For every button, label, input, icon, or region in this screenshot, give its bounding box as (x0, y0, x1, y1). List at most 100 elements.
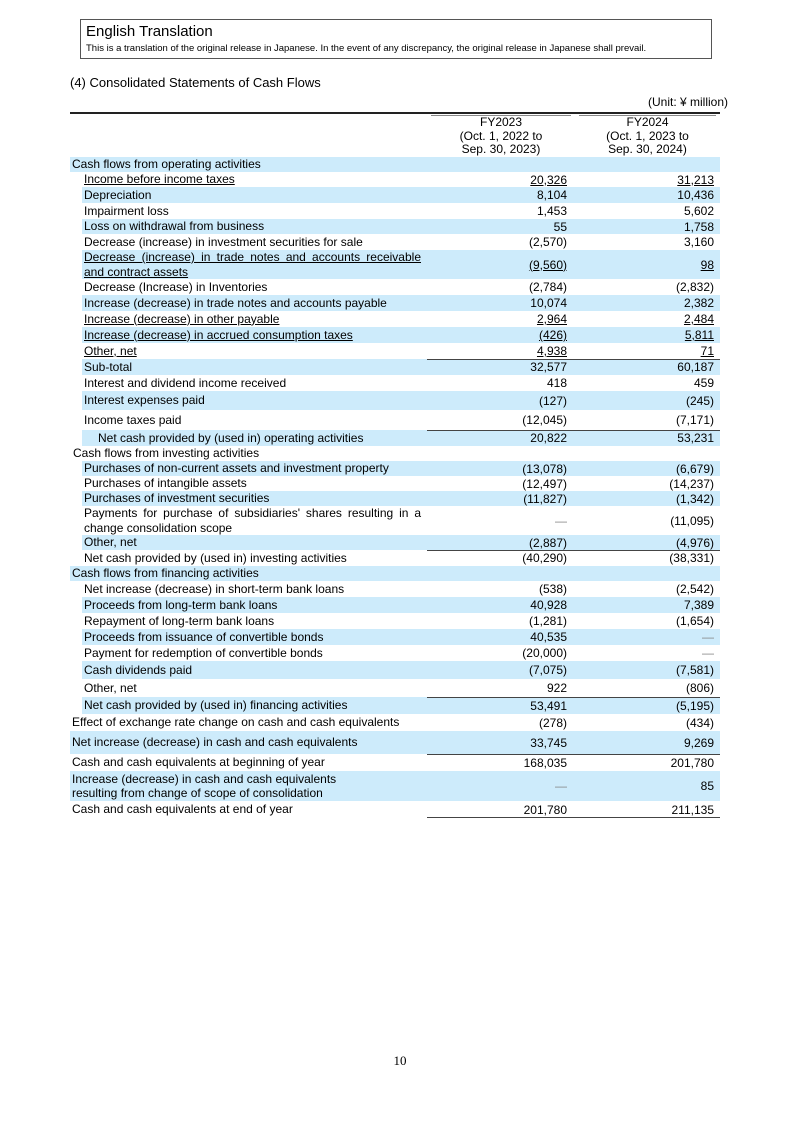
row-label: Cash dividends paid (70, 661, 427, 679)
value-fy2023: (20,000) (427, 645, 575, 661)
column-period-start: (Oct. 1, 2023 to (606, 128, 689, 143)
value-fy2023: (40,290) (427, 550, 575, 566)
value-fy2023: 33,745 (427, 731, 575, 754)
table-row: Net cash provided by (used in) financing… (70, 697, 720, 714)
value-text: 40,535 (530, 630, 567, 644)
value-fy2023: (9,560) (427, 250, 575, 279)
value-text: (12,045) (522, 413, 567, 427)
table-row: Net cash provided by (used in) operating… (70, 430, 720, 446)
row-label-text: Cash dividends paid (84, 662, 193, 677)
value-text: — (555, 513, 567, 528)
row-label: Loss on withdrawal from business (70, 219, 427, 234)
row-label-text: Net cash provided by (used in) financing… (84, 698, 348, 713)
value-text: 98 (700, 257, 714, 272)
row-label-text: Cash flows from financing activities (72, 566, 259, 581)
row-label-text: Purchases of intangible assets (84, 476, 247, 491)
value-fy2024: 5,811 (575, 327, 720, 343)
value-fy2024: 211,135 (575, 801, 720, 818)
value-fy2024 (575, 446, 720, 461)
value-fy2024: (14,237) (575, 476, 720, 491)
value-fy2024 (575, 157, 720, 172)
value-fy2024: (1,654) (575, 613, 720, 629)
value-text: (7,075) (528, 663, 567, 677)
row-label: Income taxes paid (70, 410, 427, 430)
value-fy2024: (38,331) (575, 550, 720, 566)
table-row: Payments for purchase of subsidiaries' s… (70, 506, 720, 535)
value-text: 922 (546, 681, 567, 695)
value-text: (2,832) (675, 280, 714, 294)
value-fy2024: 459 (575, 375, 720, 391)
row-label: Purchases of investment securities (70, 491, 427, 506)
row-label-text: Proceeds from issuance of convertible bo… (84, 629, 324, 644)
table-row: Cash dividends paid (7,075) (7,581) (70, 661, 720, 679)
value-text: (11,095) (670, 513, 714, 528)
section-title: (4) Consolidated Statements of Cash Flow… (70, 75, 321, 90)
table-row: Cash flows from operating activities (70, 157, 720, 172)
row-label: Purchases of intangible assets (70, 476, 427, 491)
table-row: Decrease (increase) in trade notes and a… (70, 250, 720, 279)
value-text: (14,237) (669, 476, 714, 491)
value-text: (2,570) (528, 235, 567, 249)
value-fy2024: 98 (575, 250, 720, 279)
table-row: Loss on withdrawal from business 55 1,758 (70, 219, 720, 234)
value-fy2024: — (575, 645, 720, 661)
value-text: (1,281) (528, 614, 567, 628)
row-label: Payments for purchase of subsidiaries' s… (70, 506, 427, 535)
row-label: Net increase (decrease) in short-term ba… (70, 581, 427, 597)
table-row: Other, net (2,887) (4,976) (70, 535, 720, 550)
row-label: Repayment of long-term bank loans (70, 613, 427, 629)
value-text: 418 (546, 376, 567, 390)
table-row: Purchases of non-current assets and inve… (70, 461, 720, 476)
value-text: (426) (538, 328, 567, 342)
table-row: Decrease (Increase) in Inventories (2,784… (70, 279, 720, 295)
value-fy2023: 10,074 (427, 295, 575, 311)
value-fy2024 (575, 566, 720, 581)
row-label-text: Decrease (increase) in trade notes and a… (84, 250, 421, 279)
value-text: 40,928 (530, 598, 567, 612)
value-fy2024: (1,342) (575, 491, 720, 506)
value-text: — (702, 646, 714, 660)
value-text: (1,342) (675, 491, 714, 506)
value-text: 7,389 (683, 598, 714, 612)
row-label-text: Interest and dividend income received (84, 375, 287, 390)
value-fy2023: (7,075) (427, 661, 575, 679)
row-label-text: Cash and cash equivalents at beginning o… (72, 755, 325, 770)
value-text: — (702, 630, 714, 644)
value-fy2023: 168,035 (427, 754, 575, 771)
row-label-text: Increase (decrease) in accrued consumpti… (84, 327, 353, 342)
value-text: (245) (685, 393, 714, 408)
row-label-text: Income before income taxes (84, 172, 235, 187)
value-fy2023: 201,780 (427, 801, 575, 818)
table-header: FY2023 (Oct. 1, 2022 to Sep. 30, 2023) F… (70, 112, 720, 159)
translation-title: English Translation (86, 23, 213, 40)
column-period-start: (Oct. 1, 2022 to (459, 128, 543, 143)
value-fy2024: (245) (575, 391, 720, 410)
value-fy2023: 20,326 (427, 172, 575, 187)
column-header-fy2024: FY2024 (Oct. 1, 2023 to Sep. 30, 2024) (575, 115, 720, 157)
translation-notice: English Translation This is a translatio… (80, 19, 712, 59)
row-label-text: Increase (decrease) in other payable (84, 311, 280, 326)
row-label: Proceeds from long-term bank loans (70, 597, 427, 613)
value-text: (40,290) (522, 551, 567, 565)
value-fy2024: 2,382 (575, 295, 720, 311)
value-fy2023 (427, 157, 575, 172)
table-row: Increase (decrease) in accrued consumpti… (70, 327, 720, 343)
column-period-end: Sep. 30, 2023) (461, 142, 541, 156)
row-label: Other, net (70, 343, 427, 359)
row-label-text: Other, net (84, 535, 137, 550)
row-label: Interest and dividend income received (70, 375, 427, 391)
value-text: 4,938 (536, 344, 567, 358)
row-label-text: Sub-total (84, 359, 133, 374)
row-label-text: Decrease (increase) in investment securi… (84, 234, 363, 249)
table-row: Effect of exchange rate change on cash a… (70, 714, 720, 731)
value-fy2024: (806) (575, 679, 720, 697)
row-label-text: Other, net (84, 343, 137, 358)
table-row: Income before income taxes 20,326 31,213 (70, 172, 720, 187)
value-fy2023: (2,887) (427, 535, 575, 550)
unit-label: (Unit: ¥ million) (647, 95, 728, 109)
row-label-text: Increase (decrease) in cash and cash equ… (72, 771, 337, 801)
value-fy2023: (2,784) (427, 279, 575, 295)
value-fy2023: 8,104 (427, 187, 575, 203)
cash-flow-table: Cash flows from operating activities Inco… (70, 157, 720, 818)
row-label: Sub-total (70, 359, 427, 375)
